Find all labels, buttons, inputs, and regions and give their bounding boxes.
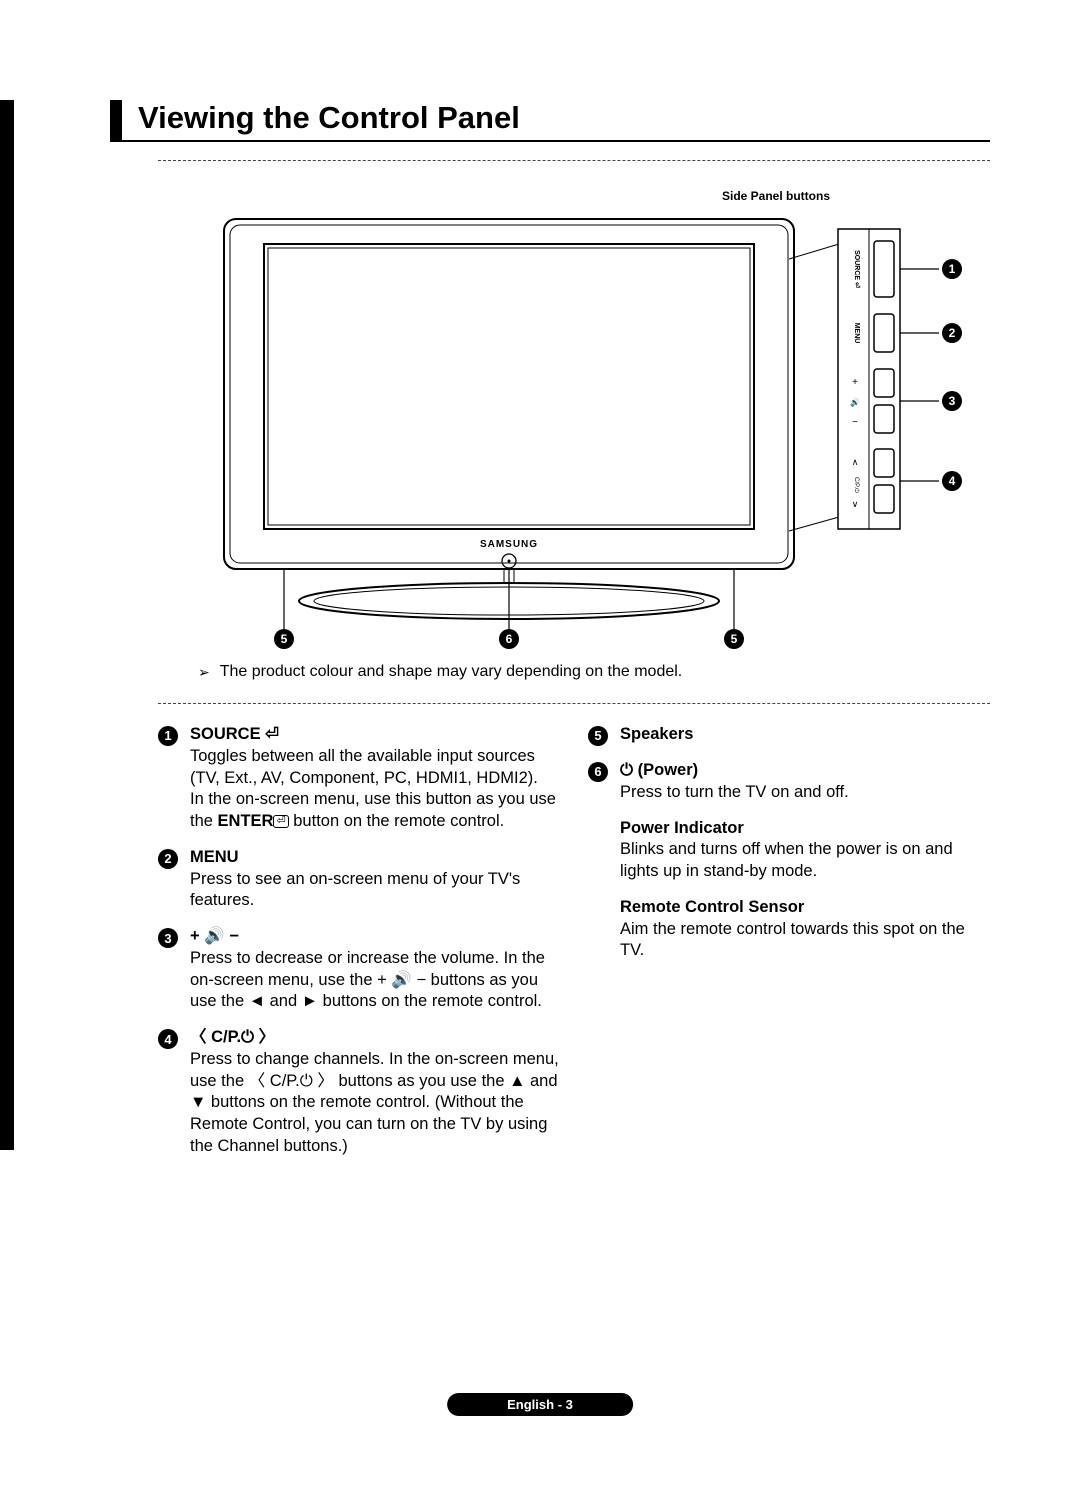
- badge-1: 1: [158, 726, 178, 746]
- right-column: 5 Speakers 6 ⏻ (Power) Press to turn the…: [588, 724, 990, 1172]
- item-title: Remote Control Sensor: [620, 897, 990, 919]
- item-menu: 2 MENU Press to see an on-screen menu of…: [158, 847, 560, 912]
- item-power-indicator: Power Indicator Blinks and turns off whe…: [620, 818, 990, 883]
- diagram-note: ➢ The product colour and shape may vary …: [194, 663, 954, 681]
- item-channel: 4 〈 C/P.⏻ 〉 Press to change channels. In…: [158, 1027, 560, 1158]
- tv-diagram: SAMSUNG 5 6 5: [194, 189, 1014, 649]
- svg-text:C/P.⏻: C/P.⏻: [853, 477, 860, 493]
- svg-text:MENU: MENU: [853, 323, 860, 344]
- item-volume: 3 + 🔊 − Press to decrease or increase th…: [158, 926, 560, 1013]
- item-power: 6 ⏻ (Power) Press to turn the TV on and …: [588, 760, 990, 804]
- note-text: The product colour and shape may vary de…: [220, 663, 683, 681]
- badge-3: 3: [158, 928, 178, 948]
- title-block-icon: [110, 100, 122, 140]
- item-text: Toggles between all the available input …: [190, 746, 560, 833]
- side-panel-label: Side Panel buttons: [722, 189, 830, 203]
- page-footer: English - 3: [447, 1393, 633, 1416]
- svg-text:∧: ∧: [852, 457, 859, 467]
- svg-text:3: 3: [949, 394, 956, 408]
- left-column: 1 SOURCE ⏎ Toggles between all the avail…: [158, 724, 560, 1172]
- item-text: Press to see an on-screen menu of your T…: [190, 869, 560, 913]
- item-speakers: 5 Speakers: [588, 724, 990, 746]
- side-rule: [0, 100, 14, 1150]
- item-remote-sensor: Remote Control Sensor Aim the remote con…: [620, 897, 990, 962]
- item-text: Press to turn the TV on and off.: [620, 782, 990, 804]
- item-source: 1 SOURCE ⏎ Toggles between all the avail…: [158, 724, 560, 833]
- item-title: Speakers: [620, 724, 990, 746]
- diagram-container: Side Panel buttons SAMSUNG 5: [158, 160, 990, 704]
- svg-text:SOURCE ⏎: SOURCE ⏎: [853, 250, 861, 288]
- page-title: Viewing the Control Panel: [138, 100, 520, 140]
- item-title: + 🔊 −: [190, 926, 560, 948]
- item-text: Press to change channels. In the on-scre…: [190, 1049, 560, 1158]
- svg-text:6: 6: [506, 632, 513, 646]
- svg-text:1: 1: [949, 262, 956, 276]
- item-title: SOURCE ⏎: [190, 724, 560, 746]
- item-text: Press to decrease or increase the volume…: [190, 948, 560, 1013]
- badge-6: 6: [588, 762, 608, 782]
- svg-text:5: 5: [731, 632, 738, 646]
- svg-text:4: 4: [949, 474, 956, 488]
- badge-5: 5: [588, 726, 608, 746]
- logo-text: SAMSUNG: [480, 539, 538, 550]
- svg-text:∨: ∨: [852, 499, 859, 509]
- item-title: 〈 C/P.⏻ 〉: [190, 1027, 560, 1049]
- svg-text:5: 5: [281, 632, 288, 646]
- svg-text:−: −: [852, 417, 858, 428]
- item-title: Power Indicator: [620, 818, 990, 840]
- badge-2: 2: [158, 849, 178, 869]
- item-title: ⏻ (Power): [620, 760, 990, 782]
- item-title: MENU: [190, 847, 560, 869]
- svg-text:2: 2: [949, 326, 956, 340]
- note-arrow-icon: ➢: [198, 664, 210, 681]
- description-columns: 1 SOURCE ⏎ Toggles between all the avail…: [158, 724, 990, 1172]
- badge-4: 4: [158, 1029, 178, 1049]
- svg-text:🔊: 🔊: [850, 397, 860, 407]
- svg-text:+: +: [852, 377, 858, 388]
- item-text: Blinks and turns off when the power is o…: [620, 839, 990, 883]
- footer-page-label: English - 3: [447, 1393, 633, 1416]
- item-text: Aim the remote control towards this spot…: [620, 919, 990, 963]
- title-bar: Viewing the Control Panel: [110, 100, 990, 142]
